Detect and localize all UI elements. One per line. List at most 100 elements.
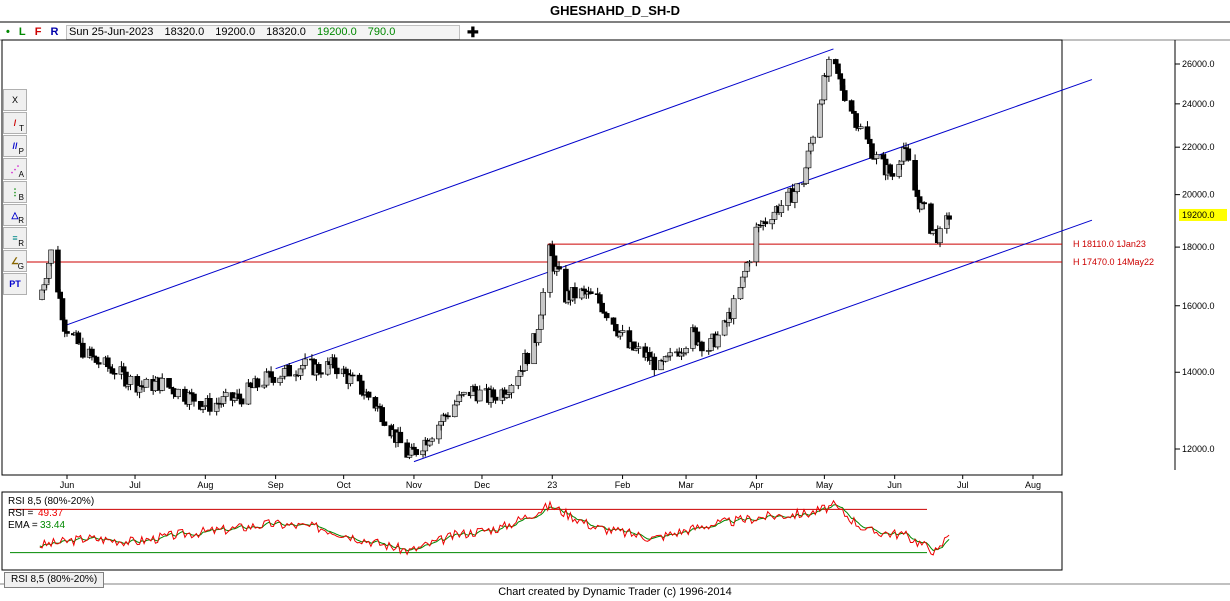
candle <box>318 367 324 378</box>
candle <box>75 330 82 345</box>
x-tick-label: Jun <box>887 480 902 490</box>
candle-body <box>89 348 95 357</box>
candle-body <box>610 317 617 325</box>
candle-body <box>826 59 832 77</box>
candle-body <box>143 378 150 388</box>
rsi-tab[interactable]: RSI 8,5 (80%-20%) <box>4 572 105 588</box>
candle-body <box>744 262 751 272</box>
candle <box>603 311 610 321</box>
candle <box>556 261 562 271</box>
candle-body <box>912 160 918 191</box>
candle <box>222 388 229 402</box>
retrace-tool[interactable]: ≡ R <box>3 227 27 249</box>
retrace-tool-icon: ≡ <box>12 233 18 243</box>
candle <box>572 282 578 304</box>
candle <box>540 288 546 320</box>
candle <box>143 377 150 388</box>
candle <box>599 301 605 314</box>
candle <box>334 365 340 379</box>
candle-body <box>753 226 760 263</box>
candle-body <box>538 314 544 330</box>
candle <box>792 189 798 209</box>
candle-body <box>742 270 748 278</box>
readout-volume: 790.0 <box>367 26 396 38</box>
candle-body <box>837 73 844 80</box>
parallel-tool-icon: // <box>12 141 18 151</box>
x-tick-label: Apr <box>749 480 763 490</box>
candle-body <box>848 100 855 112</box>
candle-body <box>318 372 324 375</box>
gann-tool[interactable]: ∠ G <box>3 250 27 272</box>
candle <box>619 324 626 335</box>
candle <box>905 144 912 162</box>
candle <box>921 201 927 210</box>
candle-body <box>175 388 181 398</box>
retrace-tool-label: R <box>18 239 24 248</box>
candle-body <box>821 75 828 101</box>
candle <box>461 391 467 397</box>
candle-body <box>268 371 274 378</box>
candle <box>753 222 760 267</box>
x-tick-label: Aug <box>1025 480 1041 490</box>
candle-body <box>166 378 172 388</box>
candle <box>429 436 435 442</box>
candle <box>127 374 134 391</box>
candle-body <box>120 366 127 373</box>
y-tick-label: 24000.0 <box>1182 99 1215 109</box>
ratio-tool-label: R <box>18 216 24 225</box>
candles <box>39 56 952 460</box>
x-tick-label: Mar <box>678 480 694 490</box>
x-tick-label: Oct <box>337 480 352 490</box>
candle-body <box>438 421 444 426</box>
candle-body <box>222 392 229 397</box>
rsi-line <box>39 499 950 556</box>
candle-body <box>928 203 934 234</box>
candle <box>436 423 442 444</box>
candle-body <box>535 329 542 343</box>
candle-body <box>832 59 839 65</box>
candle-body <box>737 287 744 300</box>
y-tick-label: 22000.0 <box>1182 142 1215 152</box>
candle-body <box>159 378 166 391</box>
x-tick-label: Sep <box>268 480 284 490</box>
chart-title: GHESHAHD_D_SH-D <box>549 3 681 18</box>
andrews-tool[interactable]: ⋰ A <box>3 158 27 180</box>
candle-body <box>254 378 261 388</box>
candle <box>594 287 601 296</box>
candle-body <box>667 352 673 357</box>
trendline-tool[interactable]: / T <box>3 112 27 134</box>
candle <box>492 392 499 404</box>
candle <box>826 56 832 82</box>
candle-body <box>334 367 340 375</box>
candle-body <box>946 215 952 220</box>
candle-body <box>492 396 499 401</box>
ratio-tool[interactable]: △ R <box>3 204 27 226</box>
flag-f[interactable]: F <box>34 26 42 38</box>
candle-body <box>864 126 871 140</box>
flag-r[interactable]: R <box>50 26 59 38</box>
ema-value: 33.44 <box>40 520 65 531</box>
candle <box>270 376 277 386</box>
candle <box>302 353 308 368</box>
candle <box>667 347 673 361</box>
flag-l[interactable]: L <box>18 26 26 38</box>
trendline-tool-icon: / <box>13 118 17 128</box>
pt-tool[interactable]: PT <box>3 273 27 295</box>
fib-tool[interactable]: ⋮ B <box>3 181 27 203</box>
parallel-tool-label: P <box>18 147 24 156</box>
candle-body <box>508 385 515 394</box>
candle <box>887 163 893 175</box>
candle-body <box>476 389 483 402</box>
candle <box>365 391 372 401</box>
parallel-tool[interactable]: //P <box>3 135 27 157</box>
candle-body <box>349 374 356 377</box>
close-toolbar-button[interactable]: X <box>3 89 27 111</box>
candle <box>263 368 270 388</box>
candle <box>48 249 54 267</box>
candle-body <box>805 150 812 169</box>
candle-body <box>841 90 848 101</box>
candle-body <box>59 298 66 321</box>
candle-body <box>55 249 61 293</box>
add-icon[interactable]: ✚ <box>467 24 479 40</box>
